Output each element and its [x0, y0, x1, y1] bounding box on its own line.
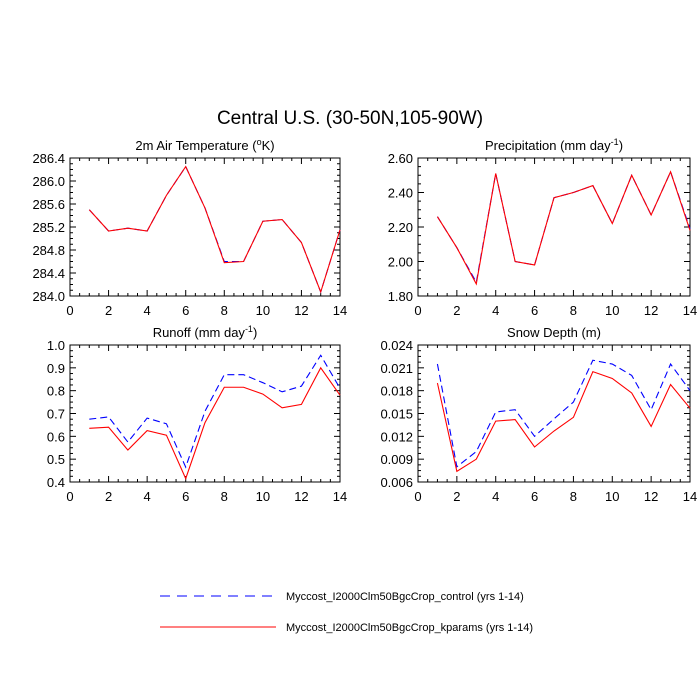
series-line-control [436, 170, 691, 284]
x-tick-label: 12 [294, 489, 308, 504]
y-tick-label: 2.40 [388, 186, 413, 201]
x-tick-label: 10 [605, 489, 619, 504]
y-tick-label: 284.4 [32, 266, 65, 281]
panel-title-snow-depth: Snow Depth (m) [507, 325, 601, 340]
y-tick-label: 1.80 [388, 289, 413, 304]
x-tick-label: 2 [105, 489, 112, 504]
panel-title-runoff: Runoff (mm day-1) [153, 324, 258, 340]
panel-runoff: Runoff (mm day-1) 0 2 4 6 8 10 12 14 0.4 0.5 0.6 0.7… [47, 324, 347, 504]
series-line-control [88, 165, 341, 294]
y-tick-label: 0.8 [47, 384, 65, 399]
figure-title: Central U.S. (30-50N,105-90W) [217, 108, 483, 129]
panel-snow-depth: Snow Depth (m) 0 2 4 6 8 10 12 14 0.006 0.009 0.012… [380, 325, 697, 504]
plot-frame [69, 157, 341, 297]
x-tick-label: 12 [644, 303, 658, 318]
y-tick-label: 284.0 [32, 289, 65, 304]
y-tick-label: 0.009 [380, 452, 413, 467]
legend-label: Myccost_I2000Clm50BgcCrop_kparams (yrs 1… [286, 622, 533, 634]
panel-title-precipitation: Precipitation (mm day-1) [485, 137, 623, 153]
panel-air-temperature: 2m Air Temperature (oK) 0 2 4 6 8 10 12 14 284.0 2… [32, 137, 347, 318]
y-tick-label: 0.6 [47, 429, 65, 444]
x-tick-label: 14 [333, 303, 347, 318]
x-tick-label: 6 [531, 303, 538, 318]
x-tick-label: 4 [492, 489, 499, 504]
y-tick-label: 285.6 [32, 197, 65, 212]
x-tick-label: 14 [333, 489, 347, 504]
y-tick-label: 0.7 [47, 407, 65, 422]
legend-entry: Myccost_I2000Clm50BgcCrop_kparams (yrs 1… [160, 622, 533, 634]
series-line-control [436, 359, 691, 468]
x-tick-label: 8 [221, 303, 228, 318]
series-line-kparams [89, 366, 341, 481]
series-line-kparams [436, 370, 691, 473]
x-tick-label: 12 [644, 489, 658, 504]
x-tick-label: 14 [683, 303, 697, 318]
y-tick-label: 0.9 [47, 361, 65, 376]
y-tick-label: 2.00 [388, 255, 413, 270]
x-tick-label: 8 [221, 489, 228, 504]
x-tick-label: 0 [414, 303, 421, 318]
y-tick-label: 0.021 [380, 361, 413, 376]
plot-frame [417, 344, 691, 483]
x-tick-label: 12 [294, 303, 308, 318]
series-line-kparams [88, 165, 341, 294]
plot-frame [69, 344, 341, 483]
x-tick-label: 4 [144, 303, 151, 318]
x-tick-label: 4 [492, 303, 499, 318]
legend-entry: Myccost_I2000Clm50BgcCrop_control (yrs 1… [160, 591, 524, 603]
x-tick-label: 6 [182, 489, 189, 504]
plot-frame [417, 157, 691, 297]
x-tick-label: 0 [66, 303, 73, 318]
y-tick-label: 0.015 [380, 407, 413, 422]
x-tick-label: 10 [256, 489, 270, 504]
x-tick-label: 0 [414, 489, 421, 504]
y-tick-label: 1.0 [47, 338, 65, 353]
x-tick-label: 2 [453, 489, 460, 504]
series-line-control [89, 354, 341, 469]
legend-label: Myccost_I2000Clm50BgcCrop_control (yrs 1… [286, 591, 524, 603]
y-tick-label: 0.018 [380, 384, 413, 399]
y-tick-label: 286.4 [32, 151, 65, 166]
x-tick-label: 14 [683, 489, 697, 504]
x-tick-label: 0 [66, 489, 73, 504]
series-line-kparams [436, 170, 691, 286]
chart-panels: 2m Air Temperature (oK) 0 2 4 6 8 10 12 14 284.0 2… [32, 137, 697, 504]
y-tick-label: 284.8 [32, 243, 65, 258]
panel-title-air-temperature: 2m Air Temperature (oK) [135, 137, 274, 153]
y-tick-label: 0.024 [380, 338, 413, 353]
y-tick-label: 0.012 [380, 429, 413, 444]
panel-precipitation: Precipitation (mm day-1) 0 2 4 6 8 10 12 14 1.80 2… [388, 137, 698, 318]
y-tick-label: 0.4 [47, 475, 65, 490]
y-tick-label: 2.20 [388, 220, 413, 235]
x-tick-label: 8 [570, 489, 577, 504]
x-tick-label: 6 [182, 303, 189, 318]
y-tick-label: 285.2 [32, 220, 65, 235]
x-tick-label: 10 [256, 303, 270, 318]
legend: Myccost_I2000Clm50BgcCrop_control (yrs 1… [160, 591, 533, 634]
y-tick-label: 0.006 [380, 475, 413, 490]
x-tick-label: 8 [570, 303, 577, 318]
y-tick-label: 2.60 [388, 151, 413, 166]
x-tick-label: 4 [144, 489, 151, 504]
x-tick-label: 2 [453, 303, 460, 318]
x-tick-label: 10 [605, 303, 619, 318]
y-tick-label: 286.0 [32, 174, 65, 189]
x-tick-label: 6 [531, 489, 538, 504]
x-tick-label: 2 [105, 303, 112, 318]
y-tick-label: 0.5 [47, 452, 65, 467]
